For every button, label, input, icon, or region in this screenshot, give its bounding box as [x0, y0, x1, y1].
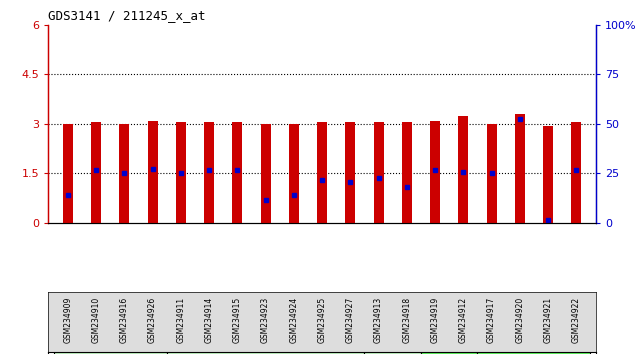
Text: GSM234918: GSM234918 [403, 297, 412, 343]
Text: GSM234914: GSM234914 [204, 297, 213, 343]
Text: GSM234911: GSM234911 [176, 297, 185, 343]
Text: GDS3141 / 211245_x_at: GDS3141 / 211245_x_at [48, 9, 206, 22]
Bar [119, 124, 129, 223]
Text: GSM234923: GSM234923 [261, 297, 270, 343]
Bar [543, 126, 553, 223]
Bar [289, 124, 299, 223]
Bar [374, 122, 383, 223]
Bar [402, 122, 412, 223]
Bar [458, 116, 469, 223]
Text: GSM234912: GSM234912 [459, 297, 468, 343]
Text: GSM234921: GSM234921 [544, 297, 553, 343]
Bar [176, 122, 186, 223]
Text: GSM234917: GSM234917 [487, 297, 496, 343]
Text: GSM234910: GSM234910 [92, 297, 101, 343]
Text: GSM234927: GSM234927 [346, 297, 355, 343]
Bar [63, 124, 73, 223]
Text: GSM234913: GSM234913 [374, 297, 383, 343]
Text: GSM234919: GSM234919 [431, 297, 440, 343]
Bar [54, 352, 167, 354]
Text: GSM234915: GSM234915 [233, 297, 242, 343]
Text: GSM234924: GSM234924 [289, 297, 298, 343]
Text: GSM234920: GSM234920 [515, 297, 524, 343]
Text: GSM234925: GSM234925 [317, 297, 327, 343]
Bar [345, 122, 355, 223]
Bar [571, 122, 581, 223]
Bar [430, 121, 440, 223]
Bar [91, 122, 101, 223]
Bar [204, 122, 214, 223]
Bar [147, 121, 158, 223]
Text: GSM234916: GSM234916 [120, 297, 129, 343]
Bar [515, 114, 525, 223]
Text: GSM234926: GSM234926 [148, 297, 157, 343]
Bar [365, 352, 421, 354]
Bar [421, 352, 478, 354]
Bar [233, 122, 242, 223]
Bar [487, 124, 497, 223]
Bar [167, 352, 365, 354]
Text: GSM234922: GSM234922 [572, 297, 581, 343]
Bar [261, 124, 271, 223]
Bar [317, 122, 327, 223]
Text: GSM234909: GSM234909 [63, 297, 72, 343]
Bar [478, 352, 590, 354]
